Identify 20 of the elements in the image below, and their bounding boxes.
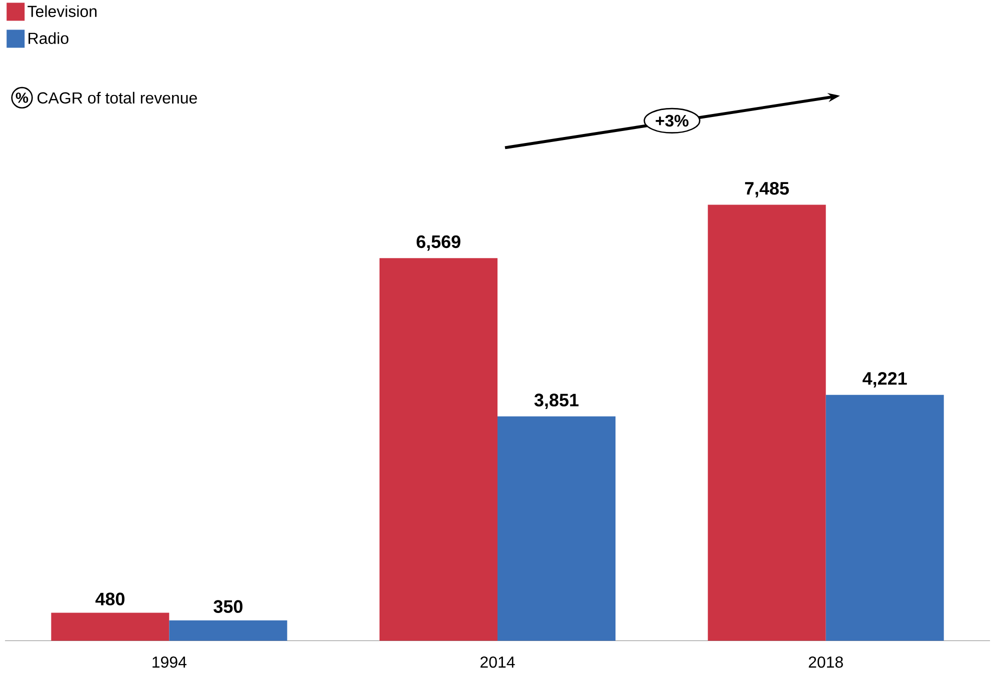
bar [51,612,170,641]
bar [169,620,288,641]
bar [498,416,616,641]
bar [826,394,944,641]
x-tick-label: 1994 [152,656,186,668]
data-label: 480 [95,592,124,606]
legend-label: Television [28,5,96,18]
bar [708,204,826,641]
data-label: 6,569 [416,235,460,251]
data-label: 7,485 [745,182,789,198]
text: CAGR of total revenue [38,92,197,104]
text: % [16,92,28,104]
data-label: 350 [214,600,242,614]
data-label: 3,851 [534,394,579,410]
data-label: 4,221 [862,372,907,388]
x-tick-label: 2018 [808,656,843,668]
text: +3% [656,114,688,127]
legend-label: Radio [28,32,68,44]
bar [380,258,498,641]
x-tick-label: 2014 [480,656,515,668]
